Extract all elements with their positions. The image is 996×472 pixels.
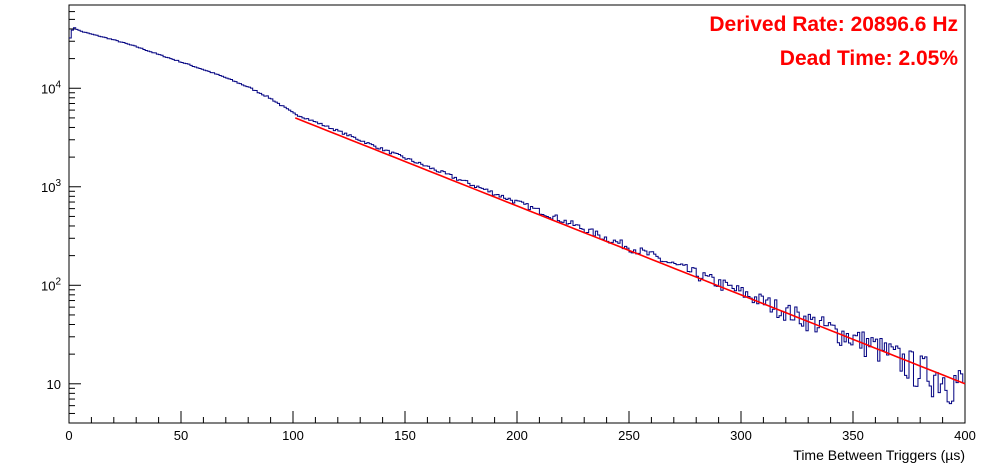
x-tick-label: 200 [506, 428, 528, 443]
x-axis-title: Time Between Triggers (µs) [793, 447, 965, 463]
x-tick-label: 150 [394, 428, 416, 443]
x-tick-label: 300 [730, 428, 752, 443]
x-axis: 0 50 100 150 200 250 300 350 400 [65, 411, 976, 443]
y-tick-label: 104 [41, 79, 61, 96]
x-tick-label: 250 [618, 428, 640, 443]
y-tick-label: 10 [47, 377, 61, 392]
y-tick-label: 103 [41, 178, 61, 195]
y-tick-label: 102 [41, 276, 61, 293]
y-axis: 104 103 102 10 [41, 4, 81, 424]
x-tick-label: 400 [954, 428, 976, 443]
x-tick-label: 100 [282, 428, 304, 443]
x-tick-label: 0 [65, 428, 72, 443]
fit-line [294, 117, 966, 385]
x-tick-label: 50 [174, 428, 188, 443]
plot-area [69, 27, 966, 405]
derived-rate-annotation: Derived Rate: 20896.6 Hz [709, 13, 958, 36]
dead-time-annotation: Dead Time: 2.05% [779, 47, 958, 70]
histogram-series [69, 27, 965, 405]
x-tick-label: 350 [842, 428, 864, 443]
